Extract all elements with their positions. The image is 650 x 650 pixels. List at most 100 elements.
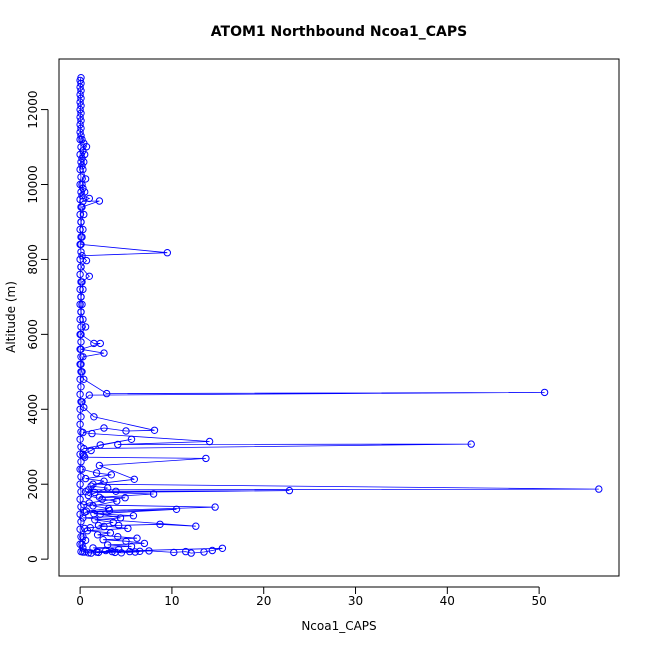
data-point [149, 490, 158, 498]
data-point [76, 480, 84, 488]
data-point [76, 510, 84, 518]
data-point [77, 308, 85, 316]
data-point [76, 315, 84, 324]
y-tick-label: 2000 [26, 469, 40, 500]
series-2 [76, 135, 85, 556]
data-point [77, 458, 85, 466]
data-point [111, 548, 119, 557]
x-tick-label: 40 [440, 594, 455, 608]
data-point [85, 391, 94, 399]
data-point [76, 120, 84, 129]
y-tick-label: 0 [26, 555, 40, 563]
data-point [77, 218, 85, 226]
data-point [100, 424, 108, 432]
data-point [76, 90, 84, 99]
data-point [116, 514, 125, 522]
data-point [94, 521, 103, 530]
data-point [77, 518, 85, 526]
data-point [187, 549, 195, 557]
data-point [77, 338, 85, 346]
data-point [77, 102, 85, 110]
data-point [104, 504, 113, 513]
data-point [76, 345, 84, 353]
data-point [100, 349, 108, 357]
data-point [76, 405, 84, 413]
data-point [78, 192, 86, 200]
data-point [77, 173, 85, 181]
data-point [104, 484, 112, 492]
x-tick-label: 30 [348, 594, 363, 608]
data-point [103, 389, 111, 398]
data-point [95, 197, 104, 205]
data-point [80, 210, 88, 219]
data-point [76, 225, 84, 234]
data-point [77, 503, 85, 511]
data-point [77, 109, 85, 118]
data-point [82, 143, 91, 151]
data-point [77, 79, 85, 88]
data-point [170, 548, 178, 557]
data-point [77, 248, 85, 256]
data-point [140, 539, 149, 548]
data-point [77, 188, 85, 196]
data-point [113, 497, 121, 505]
data-point [127, 435, 136, 443]
data-point [82, 507, 91, 515]
y-tick-label: 10000 [26, 165, 40, 203]
data-point [76, 83, 84, 91]
series-line [79, 139, 82, 552]
data-point [77, 428, 85, 436]
data-point [87, 446, 95, 455]
data-point [76, 180, 84, 189]
series-line [81, 468, 145, 554]
x-tick-label: 0 [76, 594, 84, 608]
data-point [76, 270, 84, 279]
data-point [102, 546, 110, 555]
data-point [121, 494, 129, 502]
data-point [76, 128, 84, 136]
data-point [106, 529, 115, 537]
data-point [126, 547, 134, 556]
data-point [77, 293, 85, 301]
series-line [79, 77, 599, 554]
data-point [172, 505, 181, 513]
data-point [114, 533, 122, 541]
data-point [77, 473, 85, 481]
data-point [78, 135, 86, 144]
data-point [76, 525, 84, 533]
data-point [76, 255, 84, 264]
data-point [77, 398, 85, 406]
data-point [81, 323, 90, 331]
data-point [78, 465, 86, 473]
data-point [76, 195, 84, 204]
data-point [80, 375, 88, 383]
data-point [79, 353, 87, 361]
data-point [77, 158, 85, 166]
data-point [76, 420, 84, 428]
data-point [76, 240, 84, 249]
plot-frame [58, 58, 620, 577]
data-point [78, 154, 86, 163]
data-point [129, 512, 138, 520]
data-point [78, 162, 86, 170]
data-point [91, 488, 99, 497]
data-point [218, 544, 227, 552]
data-point [77, 383, 85, 391]
data-point [77, 547, 85, 556]
data-point [76, 360, 84, 368]
data-point [89, 502, 97, 510]
data-point [156, 520, 164, 528]
data-point [77, 353, 85, 361]
data-point [85, 194, 94, 203]
data-point [77, 263, 85, 271]
data-point [81, 474, 90, 483]
x-tick-label: 50 [531, 594, 546, 608]
data-point [77, 87, 85, 95]
data-point [192, 522, 200, 530]
data-point [77, 132, 85, 140]
data-point [83, 527, 92, 535]
data-point [92, 548, 101, 556]
data-point [109, 518, 117, 527]
data-point [88, 429, 96, 438]
